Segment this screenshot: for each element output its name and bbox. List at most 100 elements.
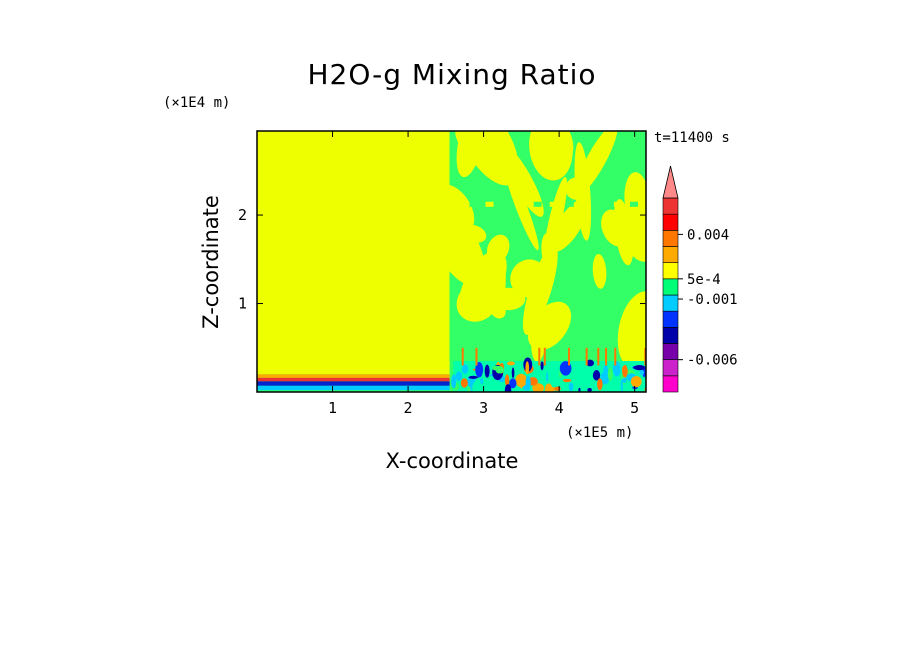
field-feature <box>544 383 553 392</box>
colorbar-segment <box>662 359 679 377</box>
field-feature <box>540 361 544 371</box>
colorbar-label: -0.001 <box>687 292 738 308</box>
time-label: t=11400 s <box>654 130 730 146</box>
chart-title: H2O-g Mixing Ratio <box>307 58 596 91</box>
field-feature <box>567 347 570 366</box>
field-feature <box>515 373 528 388</box>
y-tick-label: 2 <box>238 206 247 224</box>
field-feature <box>525 375 531 391</box>
field-feature <box>613 201 622 207</box>
field-feature <box>622 365 628 378</box>
field-feature <box>601 209 629 247</box>
x-axis-ticks: 1 2 3 4 5 <box>328 131 639 417</box>
field-feature <box>485 201 494 207</box>
colorbar: -0.006 -0.001 5e-4 0.004 <box>662 165 738 393</box>
field-region <box>257 385 450 391</box>
field-feature <box>500 144 544 217</box>
field-feature <box>554 386 561 391</box>
colorbar-segment <box>662 197 679 215</box>
field-feature <box>533 201 542 207</box>
field-feature <box>453 201 462 207</box>
field-feature <box>549 201 558 207</box>
field-feature <box>522 244 558 335</box>
field-feature <box>525 361 530 375</box>
field-feature <box>592 370 601 381</box>
field-feature <box>565 177 588 200</box>
field-feature <box>501 201 510 207</box>
field-region <box>257 374 450 378</box>
field-feature <box>470 380 473 392</box>
field-feature <box>597 378 603 391</box>
field-feature <box>504 384 512 392</box>
colorbar-label: 0.004 <box>687 227 729 243</box>
field-feature <box>475 361 484 378</box>
colorbar-overflow-arrow <box>662 165 679 199</box>
field-feature <box>585 347 588 366</box>
colorbar-segment <box>662 327 679 344</box>
y-axis-unit: (×1E4 m) <box>163 95 230 111</box>
colorbar-segment <box>662 375 679 393</box>
colorbar-label: 5e-4 <box>687 272 721 288</box>
field-feature <box>549 198 589 253</box>
field-feature <box>587 387 592 392</box>
field-feature <box>607 367 613 382</box>
colorbar-segment <box>662 310 679 328</box>
colorbar-segment <box>662 230 679 247</box>
field-feature <box>547 131 574 158</box>
field-feature <box>597 201 606 207</box>
colorbar-segment <box>662 278 679 296</box>
field-feature <box>600 371 610 385</box>
field-feature <box>484 364 490 378</box>
field-feature <box>630 375 642 388</box>
x-tick-label: 2 <box>404 399 413 417</box>
field-feature <box>575 131 618 195</box>
field-feature <box>462 224 487 243</box>
field-region <box>257 381 450 386</box>
field-feature <box>451 374 457 389</box>
field-feature <box>644 347 646 366</box>
field-feature <box>614 347 617 366</box>
field-feature <box>504 374 510 387</box>
mixing-ratio-field <box>257 131 646 392</box>
field-feature <box>469 201 478 207</box>
field-feature <box>633 365 646 371</box>
field-feature <box>585 359 594 367</box>
field-feature <box>530 131 567 167</box>
x-axis-unit: (×1E5 m) <box>566 425 633 441</box>
field-feature <box>617 291 646 370</box>
colorbar-segment <box>662 213 679 231</box>
field-feature <box>581 201 590 207</box>
field-feature <box>468 375 479 379</box>
field-feature <box>562 378 572 383</box>
colorbar-label: -0.006 <box>687 353 738 369</box>
colorbar-segment <box>662 246 679 263</box>
field-feature <box>565 201 574 207</box>
field-feature <box>538 347 541 366</box>
field-feature <box>455 371 463 382</box>
colorbar-segment <box>662 294 679 312</box>
field-feature <box>639 369 645 376</box>
plot-frame <box>256 130 647 393</box>
field-feature <box>517 201 526 207</box>
y-axis-title: Z-coordinate <box>199 195 223 329</box>
x-tick-label: 4 <box>555 399 564 417</box>
field-feature <box>597 347 600 366</box>
field-feature <box>511 367 515 379</box>
x-tick-label: 1 <box>328 399 337 417</box>
field-feature <box>612 361 621 377</box>
field-feature <box>622 196 646 262</box>
field-feature <box>568 382 574 392</box>
field-feature <box>592 253 607 289</box>
field-feature <box>495 366 504 374</box>
x-tick-label: 5 <box>630 399 639 417</box>
field-feature <box>475 347 478 366</box>
field-feature <box>578 387 581 392</box>
field-feature <box>461 347 464 366</box>
x-axis-title: X-coordinate <box>386 449 519 473</box>
field-feature <box>543 347 546 366</box>
field-feature <box>429 207 485 286</box>
colorbar-segment <box>662 262 679 280</box>
field-feature <box>460 378 468 388</box>
